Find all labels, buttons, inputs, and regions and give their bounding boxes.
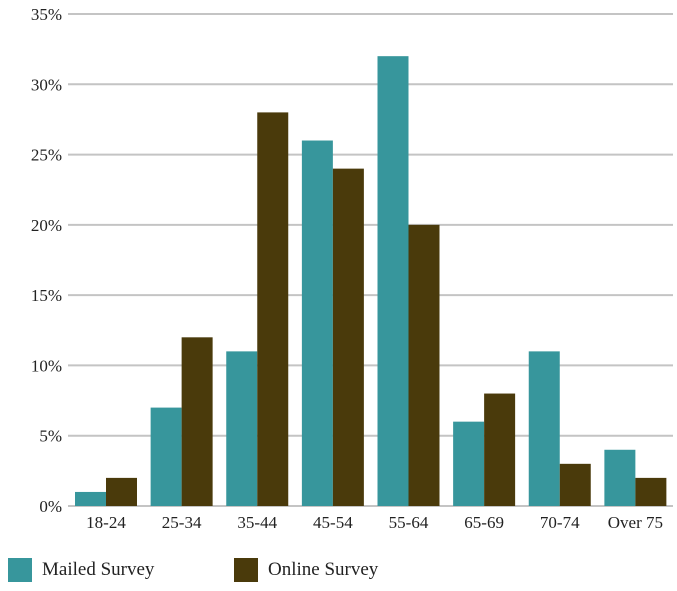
legend-item-mailed: Mailed Survey — [8, 558, 154, 582]
bar-online-6 — [559, 463, 591, 506]
bar-online-0 — [106, 477, 137, 506]
bar-online-5 — [484, 393, 516, 506]
bar-mailed-4 — [377, 56, 409, 507]
x-tick-label: 45-54 — [313, 513, 353, 532]
legend-label-online: Online Survey — [268, 559, 379, 580]
y-tick-label: 10% — [31, 356, 62, 375]
y-tick-label: 20% — [31, 216, 62, 235]
bar-mailed-1 — [150, 407, 182, 506]
legend-item-online: Online Survey — [234, 558, 378, 582]
bar-mailed-0 — [75, 491, 106, 506]
x-tick-label: 70-74 — [540, 513, 580, 532]
legend-swatch-online — [234, 558, 258, 582]
legend-swatch-mailed — [8, 558, 32, 582]
bar-mailed-6 — [528, 351, 560, 506]
x-axis-tick-labels: 18-24 25-34 35-44 45-54 55-64 65-69 70-74 Over … — [86, 513, 663, 532]
legend-label-mailed: Mailed Survey — [42, 559, 155, 580]
bar-online-7 — [635, 477, 667, 506]
y-tick-label: 15% — [31, 286, 62, 305]
x-tick-label: 18-24 — [86, 513, 126, 532]
x-tick-label: 55-64 — [389, 513, 429, 532]
y-tick-label: 30% — [31, 75, 62, 94]
x-tick-label: 65-69 — [464, 513, 504, 532]
y-tick-label: 35% — [31, 5, 62, 24]
bar-mailed-5 — [453, 421, 485, 506]
x-tick-label: 35-44 — [237, 513, 277, 532]
bar-online-3 — [332, 168, 364, 506]
bar-mailed-3 — [301, 140, 333, 506]
bar-mailed-7 — [604, 449, 636, 506]
y-tick-label: 0% — [39, 497, 62, 516]
bar-online-1 — [181, 337, 213, 506]
bar-online-4 — [408, 224, 440, 506]
x-tick-label: Over 75 — [608, 513, 663, 532]
legend: Mailed Survey Online Survey — [0, 558, 677, 588]
bar-chart: 0% 5% 10% 15% 20% 25% 30% 35% 18-24 25-34 35-44 45… — [31, 5, 673, 532]
y-axis-tick-labels: 0% 5% 10% 15% 20% 25% 30% 35% — [31, 5, 62, 516]
y-tick-label: 25% — [31, 146, 62, 165]
bars — [75, 56, 667, 507]
bar-online-2 — [257, 112, 289, 507]
bar-mailed-2 — [226, 351, 258, 506]
y-tick-label: 5% — [39, 427, 62, 446]
x-tick-label: 25-34 — [162, 513, 202, 532]
